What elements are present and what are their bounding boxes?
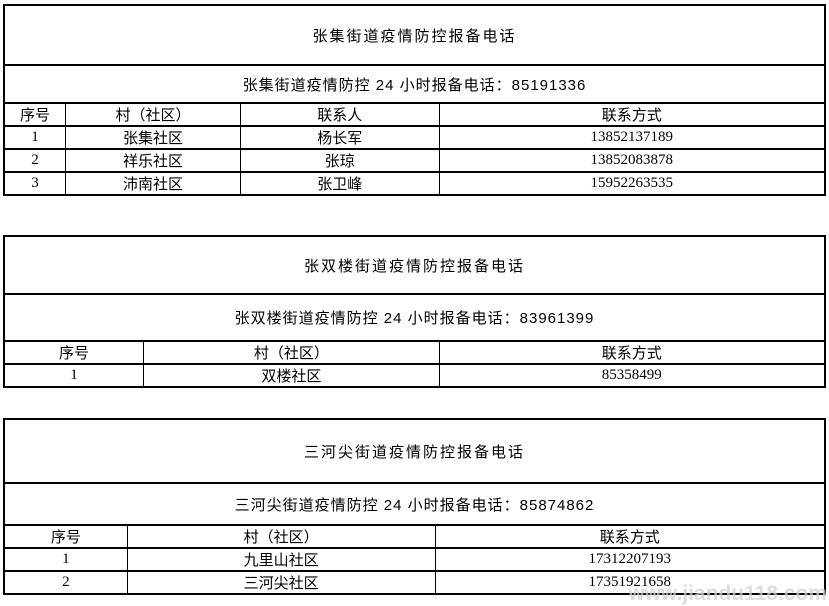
subtitle-row: 三河尖街道疫情防控 24 小时报备电话：85874862 [3,482,826,526]
cell-contact-person: 张卫峰 [239,171,440,196]
table-title: 三河尖街道疫情防控报备电话 [3,418,826,484]
col-header-phone: 联系方式 [438,340,826,365]
cell-serial: 3 [3,171,67,196]
cell-contact-person: 杨长军 [239,125,440,150]
title-row: 三河尖街道疫情防控报备电话 [3,418,826,484]
cell-village: 张集社区 [65,125,241,150]
cell-village: 双楼社区 [143,363,440,388]
report-table-zhangshuanglou: 张双楼街道疫情防控报备电话 张双楼街道疫情防控 24 小时报备电话：839613… [3,235,826,388]
cell-village: 九里山社区 [126,547,436,572]
col-header-village: 村（社区） [65,102,241,127]
col-header-contact-person: 联系人 [239,102,440,127]
subtitle-row: 张集街道疫情防控 24 小时报备电话：85191336 [3,64,826,104]
cell-village: 沛南社区 [65,171,241,196]
subtitle-row: 张双楼街道疫情防控 24 小时报备电话：83961399 [3,293,826,342]
table-row: 2 祥乐社区 张琼 13852083878 [3,148,826,173]
table-row: 1 九里山社区 17312207193 [3,547,826,572]
header-row: 序号 村（社区） 联系方式 [3,524,826,549]
cell-phone: 13852137189 [438,125,826,150]
cell-serial: 1 [3,125,67,150]
header-row: 序号 村（社区） 联系方式 [3,340,826,365]
report-table-zhangji: 张集街道疫情防控报备电话 张集街道疫情防控 24 小时报备电话：85191336… [3,4,826,196]
title-row: 张双楼街道疫情防控报备电话 [3,235,826,295]
cell-serial: 1 [3,363,145,388]
cell-serial: 2 [3,148,67,173]
cell-phone: 85358499 [438,363,826,388]
cell-phone: 17351921658 [434,570,826,595]
report-table-sanhejian: 三河尖街道疫情防控报备电话 三河尖街道疫情防控 24 小时报备电话：858748… [3,418,826,595]
table-title: 张集街道疫情防控报备电话 [3,4,826,66]
cell-village: 祥乐社区 [65,148,241,173]
table-row: 3 沛南社区 张卫峰 15952263535 [3,171,826,196]
col-header-village: 村（社区） [126,524,436,549]
cell-contact-person: 张琼 [239,148,440,173]
col-header-village: 村（社区） [143,340,440,365]
cell-serial: 1 [3,547,128,572]
col-header-phone: 联系方式 [438,102,826,127]
table-hotline: 三河尖街道疫情防控 24 小时报备电话：85874862 [3,482,826,526]
cell-phone: 15952263535 [438,171,826,196]
table-hotline: 张双楼街道疫情防控 24 小时报备电话：83961399 [3,293,826,342]
table-row: 1 张集社区 杨长军 13852137189 [3,125,826,150]
header-row: 序号 村（社区） 联系人 联系方式 [3,102,826,127]
table-row: 1 双楼社区 85358499 [3,363,826,388]
page: 张集街道疫情防控报备电话 张集街道疫情防控 24 小时报备电话：85191336… [0,4,829,606]
table-hotline: 张集街道疫情防控 24 小时报备电话：85191336 [3,64,826,104]
col-header-serial: 序号 [3,524,128,549]
cell-village: 三河尖社区 [126,570,436,595]
cell-phone: 13852083878 [438,148,826,173]
col-header-phone: 联系方式 [434,524,826,549]
table-title: 张双楼街道疫情防控报备电话 [3,235,826,295]
col-header-serial: 序号 [3,340,145,365]
title-row: 张集街道疫情防控报备电话 [3,4,826,66]
cell-phone: 17312207193 [434,547,826,572]
table-row: 2 三河尖社区 17351921658 [3,570,826,595]
cell-serial: 2 [3,570,128,595]
col-header-serial: 序号 [3,102,67,127]
